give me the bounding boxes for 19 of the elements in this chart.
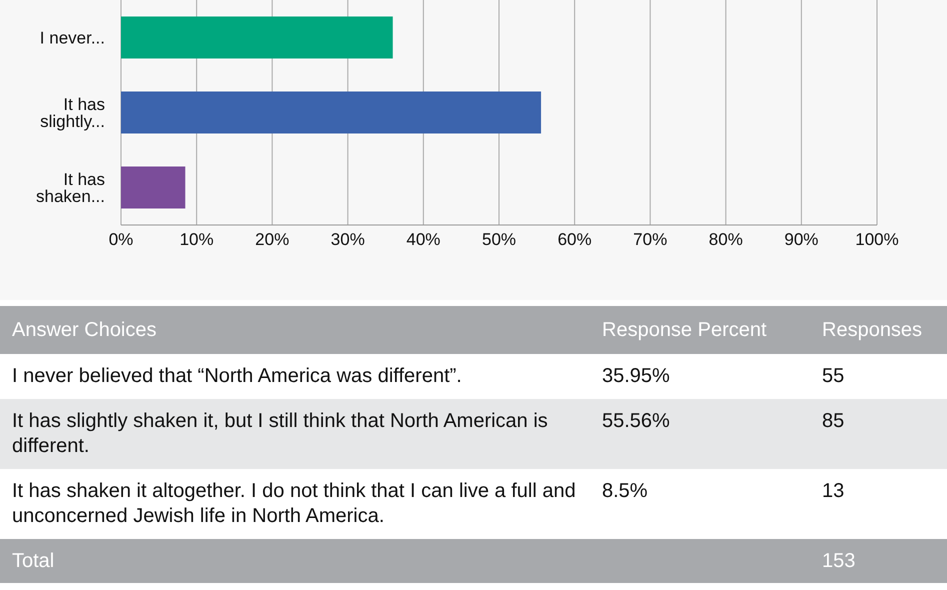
- x-tick-label: 90%: [784, 230, 818, 250]
- x-tick-label: 60%: [558, 230, 592, 250]
- x-tick-label: 30%: [330, 230, 365, 250]
- x-tick-label: 80%: [708, 230, 743, 250]
- y-tick-label: I never...: [40, 28, 105, 48]
- x-tick-label: 40%: [406, 230, 440, 250]
- bar: [121, 166, 186, 208]
- x-tick-label: 50%: [482, 230, 516, 250]
- y-tick-label: It has slightly...: [40, 95, 105, 132]
- x-tick-label: 20%: [255, 230, 290, 250]
- y-tick-label: It has shaken...: [36, 170, 105, 206]
- x-tick-label: 70%: [633, 230, 668, 250]
- x-tick-label: 10%: [180, 230, 214, 250]
- bar: [121, 16, 393, 58]
- x-tick-label: 0%: [108, 230, 134, 250]
- table-row: I never believed that “North America was different”. 35.95% 55: [0, 354, 947, 399]
- bar: [121, 92, 542, 134]
- x-tick-label: 100%: [855, 230, 899, 250]
- table-row: It has shaken it altogether. I do not think that I can live a full and unconcerned Jewish life in North America. 8.5% 13: [0, 469, 947, 539]
